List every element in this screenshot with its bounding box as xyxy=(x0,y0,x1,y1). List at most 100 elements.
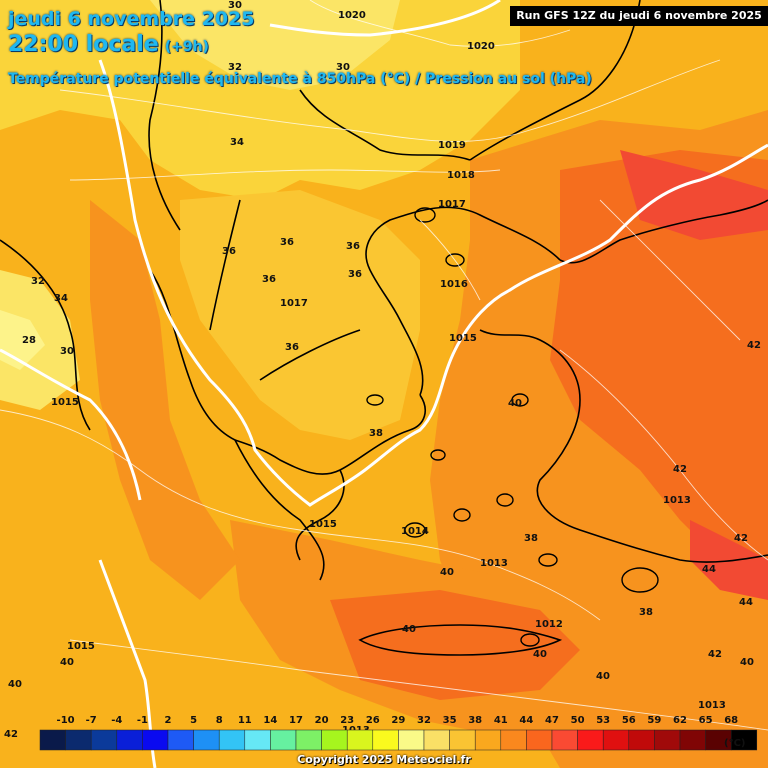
cool-zone-north xyxy=(0,0,520,200)
temperature-label: 34 xyxy=(230,137,244,148)
legend-tick-label: 50 xyxy=(570,715,585,726)
pressure-label: 1015 xyxy=(51,397,79,408)
map-label-layer: 1020 1020 1019 1018 1017 1017 1016 1015 … xyxy=(4,0,761,740)
legend-tick-label: 2 xyxy=(164,715,172,726)
temperature-label: 42 xyxy=(708,649,722,660)
pressure-label: 1013 xyxy=(480,558,508,569)
legend-swatch xyxy=(551,729,578,751)
legend-tick-label: 38 xyxy=(468,715,483,726)
legend-tick-label: -4 xyxy=(111,715,123,726)
temperature-label: 36 xyxy=(280,237,294,248)
pressure-label: 1018 xyxy=(447,170,475,181)
temperature-label: 40 xyxy=(440,567,454,578)
legend-swatch xyxy=(295,729,322,751)
legend-tick-label: -1 xyxy=(136,715,148,726)
legend-swatch xyxy=(193,729,220,751)
balkan-zone xyxy=(180,190,420,440)
pressure-label: 1017 xyxy=(280,298,308,309)
legend-tick-label: 5 xyxy=(190,715,198,726)
temperature-label: 32 xyxy=(31,276,45,287)
legend-tick-label: 53 xyxy=(596,715,611,726)
hottest-zone-east xyxy=(690,520,768,600)
warm-band-west xyxy=(90,200,240,600)
temperature-label: 38 xyxy=(369,428,383,439)
legend-swatch xyxy=(218,729,246,751)
legend-swatch xyxy=(346,729,374,751)
legend-swatch xyxy=(372,729,399,751)
legend-tick-label: 32 xyxy=(417,715,431,726)
temperature-label: 40 xyxy=(740,657,754,668)
run-info-badge: Run GFS 12Z du jeudi 6 novembre 2025 xyxy=(510,6,768,26)
hot-patch-ne xyxy=(620,150,768,240)
legend-tick-label: 65 xyxy=(698,715,713,726)
temperature-label: 30 xyxy=(336,62,350,73)
legend-unit: (°C) xyxy=(724,738,746,749)
legend-tick-label: 41 xyxy=(493,715,508,726)
temperature-label: 38 xyxy=(524,533,538,544)
temperature-label: 30 xyxy=(228,0,242,11)
pressure-label: 1013 xyxy=(698,700,726,711)
temperature-label: 42 xyxy=(747,340,761,351)
legend-swatch xyxy=(628,729,655,751)
pressure-label: 1016 xyxy=(440,279,468,290)
legend-tick-label: -7 xyxy=(85,715,97,726)
temperature-label: 28 xyxy=(22,335,36,346)
legend-tick-label: 68 xyxy=(724,715,739,726)
legend-tick-label: 59 xyxy=(647,715,662,726)
cool-zone-core xyxy=(150,0,400,90)
legend-tick-label: 23 xyxy=(340,715,355,726)
pressure-label: 1014 xyxy=(401,526,429,537)
pressure-label: 1015 xyxy=(67,641,95,652)
temperature-label: 34 xyxy=(54,293,68,304)
map-title: Température potentielle équivalente à 85… xyxy=(8,71,592,87)
hot-zone-crete xyxy=(330,590,580,700)
pressure-label: 1013 xyxy=(663,495,691,506)
temperature-label: 32 xyxy=(228,62,242,73)
legend-swatch xyxy=(730,729,758,751)
legend-swatch xyxy=(321,729,348,751)
temperature-label: 40 xyxy=(533,649,547,660)
legend-tick-label: 17 xyxy=(289,715,303,726)
legend-tick-label: 47 xyxy=(545,715,559,726)
legend-tick-label: -10 xyxy=(56,715,75,726)
legend-swatch xyxy=(474,729,502,751)
temperature-label: 36 xyxy=(262,274,276,285)
legend-swatch xyxy=(423,729,450,751)
forecast-date: jeudi 6 novembre 2025 xyxy=(8,8,255,30)
temperature-label: 40 xyxy=(596,671,610,682)
legend-swatch xyxy=(602,729,630,751)
legend-tick-label: 56 xyxy=(621,715,636,726)
temperature-label: 40 xyxy=(8,679,22,690)
legend-tick-label: 62 xyxy=(673,715,687,726)
local-time: 22:00 locale xyxy=(8,32,159,57)
legend-tick-label: 8 xyxy=(215,715,223,726)
legend-swatch xyxy=(90,729,118,751)
color-scale-legend xyxy=(39,729,758,751)
legend-tick-label: 29 xyxy=(391,715,406,726)
legend-swatch xyxy=(167,729,194,751)
coastlines xyxy=(0,0,768,656)
temperature-label: 40 xyxy=(402,624,416,635)
temperature-label: 36 xyxy=(285,342,299,353)
legend-tick-label: 35 xyxy=(442,715,457,726)
temperature-label: 42 xyxy=(734,533,748,544)
pressure-label: 1015 xyxy=(309,519,337,530)
legend-swatch xyxy=(398,729,425,751)
legend-tick-label: 11 xyxy=(237,715,252,726)
legend-tick-label: 44 xyxy=(519,715,534,726)
legend-tick-label: 14 xyxy=(263,715,278,726)
temperature-label: 40 xyxy=(508,398,522,409)
temperature-label: 44 xyxy=(739,597,753,608)
temperature-label: 40 xyxy=(60,657,74,668)
hot-zone-east xyxy=(550,150,768,560)
pressure-label: 1020 xyxy=(467,41,495,52)
temperature-label: 36 xyxy=(348,269,362,280)
legend-swatch xyxy=(654,729,681,751)
legend-swatch xyxy=(679,729,706,751)
pressure-label: 1017 xyxy=(438,199,466,210)
pressure-label: 1015 xyxy=(449,333,477,344)
legend-swatch xyxy=(449,729,476,751)
legend-swatch xyxy=(65,729,92,751)
legend-tick-label: 26 xyxy=(365,715,380,726)
